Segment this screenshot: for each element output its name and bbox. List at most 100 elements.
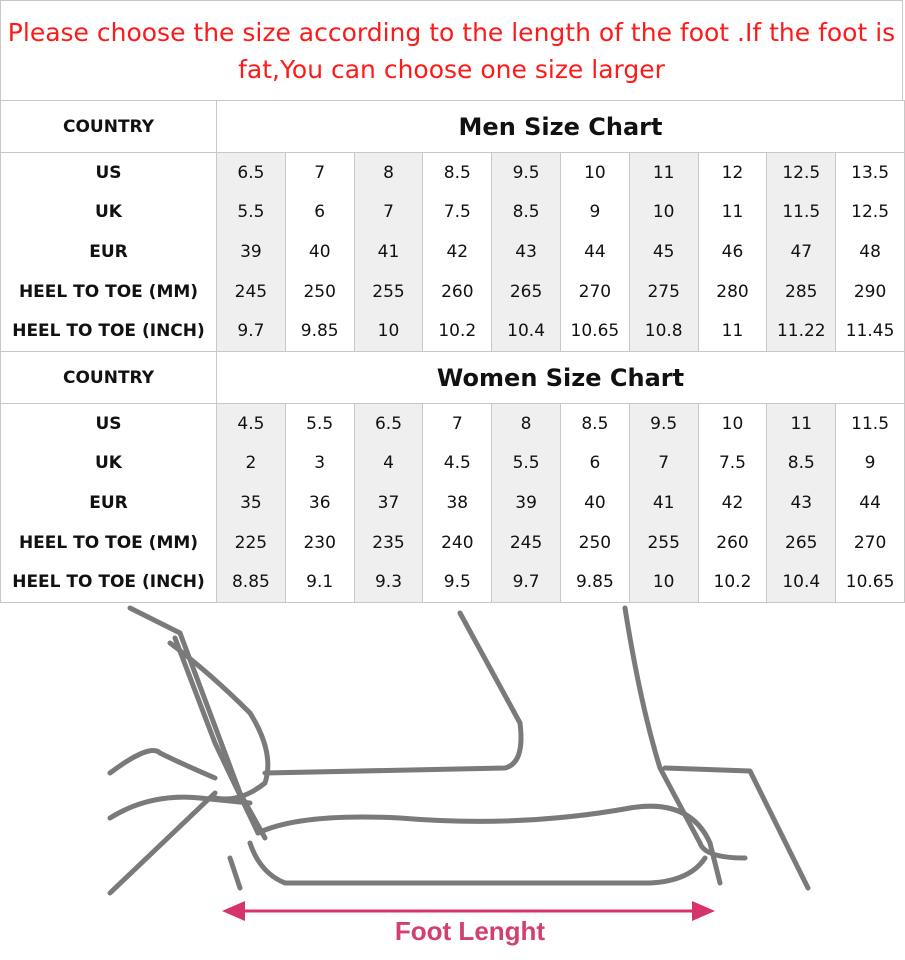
size-cell: 250 (559, 522, 630, 563)
size-cell: 9.85 (559, 562, 630, 603)
size-cell: 39 (216, 232, 286, 272)
size-cell: 40 (284, 232, 355, 272)
men-chart-title: Men Size Chart (216, 100, 905, 153)
size-cell: 10.2 (697, 562, 768, 603)
size-cell: 8 (491, 403, 561, 444)
size-cell: 6.5 (353, 403, 424, 444)
country-header: COUNTRY (0, 351, 217, 404)
men-size-row: HEEL TO TOE (MM) 245 250 255 260 265 270 275 280… (0, 271, 905, 312)
size-cell: 11.5 (835, 403, 905, 444)
size-cell: 10.65 (835, 562, 905, 603)
size-cell: 37 (353, 483, 424, 523)
row-label: EUR (0, 232, 217, 272)
size-cell: 45 (628, 232, 699, 272)
size-cell: 12.5 (766, 152, 837, 193)
size-cell: 41 (353, 232, 424, 272)
size-cell: 7.5 (422, 192, 493, 233)
size-cell: 8 (353, 152, 424, 193)
size-cell: 10.8 (628, 311, 699, 352)
size-cell: 10.4 (491, 311, 561, 352)
size-cell: 9.85 (284, 311, 355, 352)
row-label: UK (0, 192, 217, 233)
size-cell: 9.7 (491, 562, 561, 603)
size-cell: 9.5 (628, 403, 699, 444)
men-size-row: EUR 39 40 41 42 43 44 45 46 47 48 (0, 232, 905, 272)
size-cell: 10 (697, 403, 768, 444)
size-cell: 40 (559, 483, 630, 523)
size-cell: 9.5 (422, 562, 493, 603)
row-label: HEEL TO TOE (MM) (0, 522, 217, 563)
size-cell: 4.5 (216, 403, 286, 444)
size-cell: 11 (766, 403, 837, 444)
women-size-row: EUR 35 36 37 38 39 40 41 42 43 44 (0, 483, 905, 523)
size-cell: 265 (766, 522, 837, 563)
size-cell: 260 (697, 522, 768, 563)
size-cell: 5.5 (216, 192, 286, 233)
size-cell: 2 (216, 443, 286, 484)
size-cell: 9.7 (216, 311, 286, 352)
size-cell: 10 (628, 562, 699, 603)
men-size-table: COUNTRY Men Size Chart US 6.5 7 8 8.5 9.5 10 11… (0, 100, 905, 352)
size-cell: 11 (628, 152, 699, 193)
size-cell: 270 (559, 271, 630, 312)
size-cell: 4.5 (422, 443, 493, 484)
size-cell: 36 (284, 483, 355, 523)
size-cell: 12.5 (835, 192, 905, 233)
row-label: UK (0, 443, 217, 484)
size-cell: 9.5 (491, 152, 561, 193)
row-label: HEEL TO TOE (INCH) (0, 562, 217, 603)
size-cell: 7 (628, 443, 699, 484)
row-label: HEEL TO TOE (INCH) (0, 311, 217, 352)
men-header-row: COUNTRY Men Size Chart (0, 100, 905, 153)
size-cell: 10.65 (559, 311, 630, 352)
size-cell: 260 (422, 271, 493, 312)
size-cell: 42 (697, 483, 768, 523)
size-cell: 39 (491, 483, 561, 523)
size-cell: 48 (835, 232, 905, 272)
size-cell: 5.5 (284, 403, 355, 444)
size-cell: 285 (766, 271, 837, 312)
size-cell: 265 (491, 271, 561, 312)
size-cell: 250 (284, 271, 355, 312)
size-cell: 7.5 (697, 443, 768, 484)
size-cell: 235 (353, 522, 424, 563)
women-size-row: UK 2 3 4 4.5 5.5 6 7 7.5 8.5 9 (0, 443, 905, 484)
foot-length-arrow (222, 901, 715, 921)
size-cell: 225 (216, 522, 286, 563)
men-size-row: HEEL TO TOE (INCH) 9.7 9.85 10 10.2 10.4 10.65… (0, 311, 905, 352)
size-cell: 4 (353, 443, 424, 484)
size-cell: 230 (284, 522, 355, 563)
size-cell: 275 (628, 271, 699, 312)
size-cell: 11 (697, 192, 768, 233)
size-cell: 270 (835, 522, 905, 563)
size-cell: 11.45 (835, 311, 905, 352)
size-cell: 11 (697, 311, 768, 352)
size-cell: 42 (422, 232, 493, 272)
size-cell: 6.5 (216, 152, 286, 193)
size-cell: 255 (353, 271, 424, 312)
size-cell: 245 (491, 522, 561, 563)
women-header-row: COUNTRY Women Size Chart (0, 351, 905, 404)
size-cell: 245 (216, 271, 286, 312)
size-cell: 7 (353, 192, 424, 233)
size-cell: 8.5 (491, 192, 561, 233)
size-notice: Please choose the size according to the … (0, 0, 903, 100)
size-cell: 280 (697, 271, 768, 312)
row-label: US (0, 152, 217, 193)
foot-drawing (107, 605, 811, 896)
men-size-row: UK 5.5 6 7 7.5 8.5 9 10 11 11.5 12.5 (0, 192, 905, 233)
size-cell: 8.5 (559, 403, 630, 444)
size-cell: 38 (422, 483, 493, 523)
size-cell: 44 (835, 483, 905, 523)
size-cell: 290 (835, 271, 905, 312)
size-cell: 47 (766, 232, 837, 272)
size-cell: 8.85 (216, 562, 286, 603)
size-cell: 35 (216, 483, 286, 523)
size-cell: 10 (628, 192, 699, 233)
foot-measurement-illustration: Foot Lenght (107, 605, 811, 946)
size-cell: 7 (284, 152, 355, 193)
size-cell: 9 (559, 192, 630, 233)
size-cell: 255 (628, 522, 699, 563)
size-cell: 44 (559, 232, 630, 272)
women-chart-title: Women Size Chart (216, 351, 905, 404)
